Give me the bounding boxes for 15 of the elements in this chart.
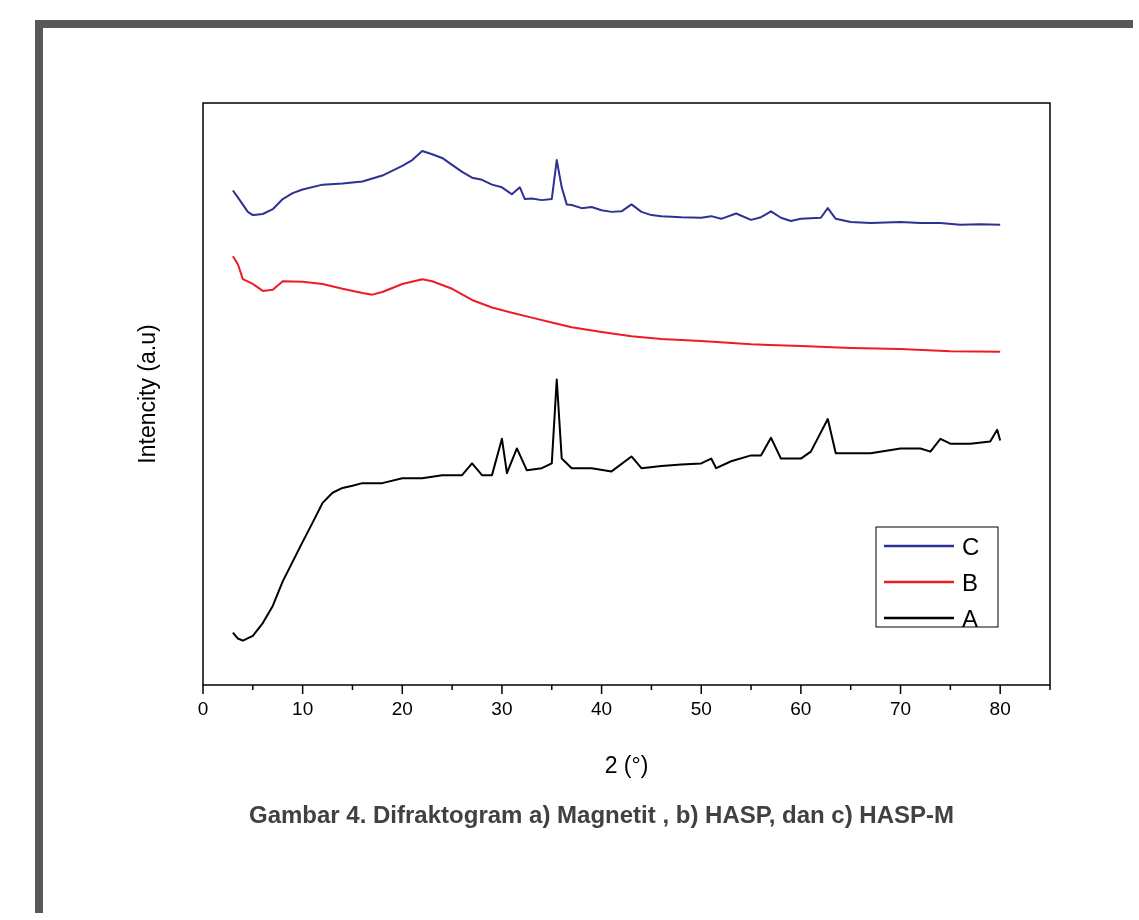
x-tick-label: 50 bbox=[690, 698, 712, 719]
x-tick-label: 70 bbox=[889, 698, 912, 719]
x-tick-label: 20 bbox=[391, 698, 413, 719]
y-axis-title: Intencity (a.u) bbox=[134, 324, 160, 464]
legend-label: C bbox=[962, 533, 980, 560]
x-tick-label: 30 bbox=[491, 698, 513, 719]
x-tick-label: 0 bbox=[197, 698, 209, 719]
x-tick-label: 40 bbox=[591, 698, 613, 719]
legend-label: B bbox=[962, 569, 979, 596]
x-axis-title: 2 (°) bbox=[604, 752, 649, 778]
x-tick-label: 10 bbox=[292, 698, 314, 719]
text: Gambar 4. Difraktogram a) Magnetit , b) HASP, dan c) HASP-M bbox=[248, 801, 955, 828]
x-tick-label: 60 bbox=[790, 698, 812, 719]
legend-label: A bbox=[962, 605, 979, 632]
x-tick-label: 80 bbox=[989, 698, 1011, 719]
